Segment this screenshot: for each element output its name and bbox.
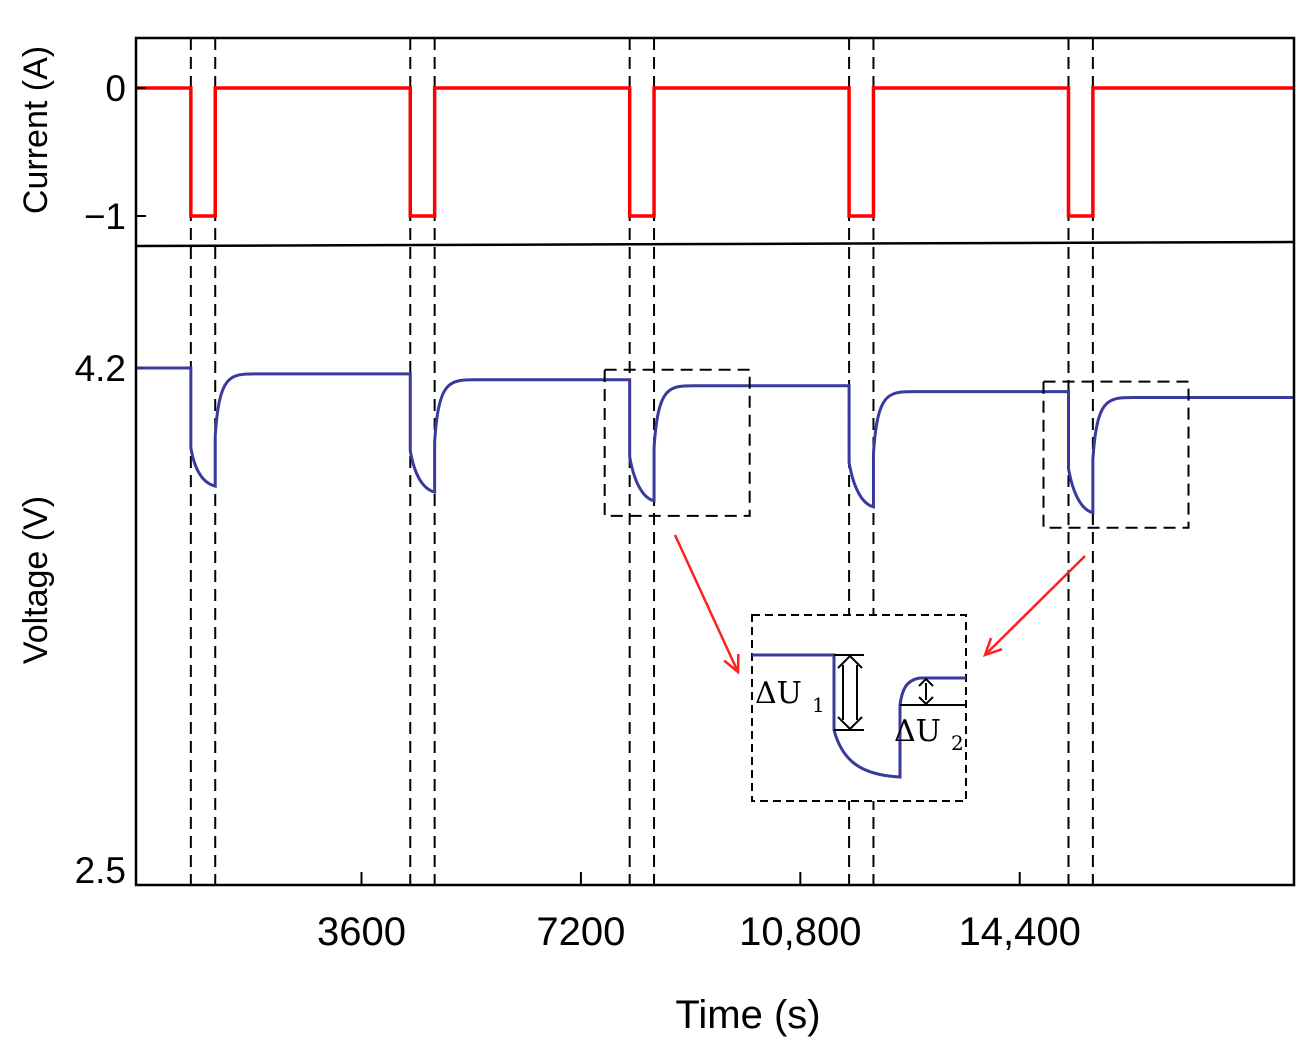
delta-u2-arrow [918, 677, 934, 706]
voltage-tick-label: 4.2 [75, 348, 126, 389]
current-tick-label: 0 [105, 68, 126, 109]
inset-detail: ΔU 1 ΔU 2 [673, 534, 1086, 802]
voltage-axis-label: Voltage (V) [17, 496, 55, 664]
current-axis-label: Current (A) [17, 46, 55, 214]
zoom-boxes [603, 368, 1190, 529]
delta-u2-subscript: 2 [951, 731, 964, 755]
x-tick-label: 7200 [536, 910, 625, 954]
zoom-box [603, 368, 751, 517]
x-tick-label: 3600 [317, 910, 406, 954]
inset-voltage-curve [752, 653, 966, 779]
series-layer [136, 86, 1294, 515]
x-tick-label: 10,800 [739, 910, 861, 954]
inset-frame [751, 614, 967, 802]
voltage-tick-label: 2.5 [75, 850, 126, 891]
zoom-arrow-right-head [982, 637, 1003, 658]
zoom-arrow-right [984, 555, 1086, 656]
zoom-arrow-left [673, 534, 740, 673]
x-axis-label: Time (s) [675, 993, 820, 1037]
delta-u1-subscript: 1 [812, 693, 825, 717]
current-series-line [136, 86, 1294, 218]
delta-u1-arrow [837, 654, 863, 731]
x-tick-label: 14,400 [959, 910, 1081, 954]
plot-frame [134, 36, 1296, 887]
delta-u2-label: ΔU [894, 714, 941, 749]
current-tick-label: −1 [84, 196, 126, 237]
delta-u1-label: ΔU [755, 676, 802, 711]
zoom-box [1042, 380, 1190, 529]
zoom-arrow-left-head [723, 653, 740, 675]
panel-divider [135, 240, 1295, 248]
x-axis-ticks: 3600 7200 10,800 14,400 [317, 872, 1081, 954]
voltage-series-line [136, 366, 1294, 515]
